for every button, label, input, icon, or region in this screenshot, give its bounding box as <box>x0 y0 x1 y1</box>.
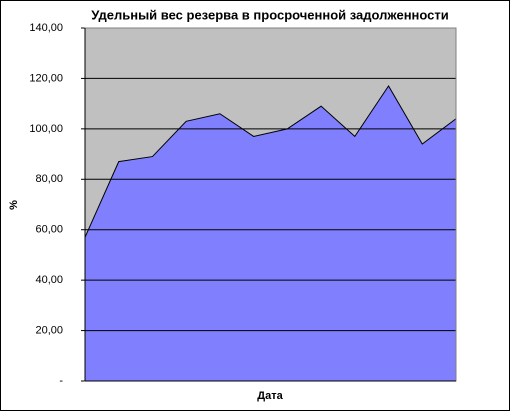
area-outline <box>84 85 457 238</box>
y-tick-label: 100,00 <box>29 123 63 135</box>
y-tick-label: 140,00 <box>29 22 63 34</box>
y-tick-label: 80,00 <box>35 173 63 185</box>
y-axis-title: % <box>8 200 20 210</box>
y-tick-label: 60,00 <box>35 224 63 236</box>
y-tick-label: 20,00 <box>35 324 63 336</box>
y-tick-label: 120,00 <box>29 72 63 84</box>
y-tick-label: - <box>59 375 63 387</box>
area <box>85 85 456 381</box>
chart-title: Удельный вес резерва в просроченной задо… <box>91 7 449 22</box>
y-tick-label: 40,00 <box>35 274 63 286</box>
x-axis-title: Дата <box>257 390 283 402</box>
